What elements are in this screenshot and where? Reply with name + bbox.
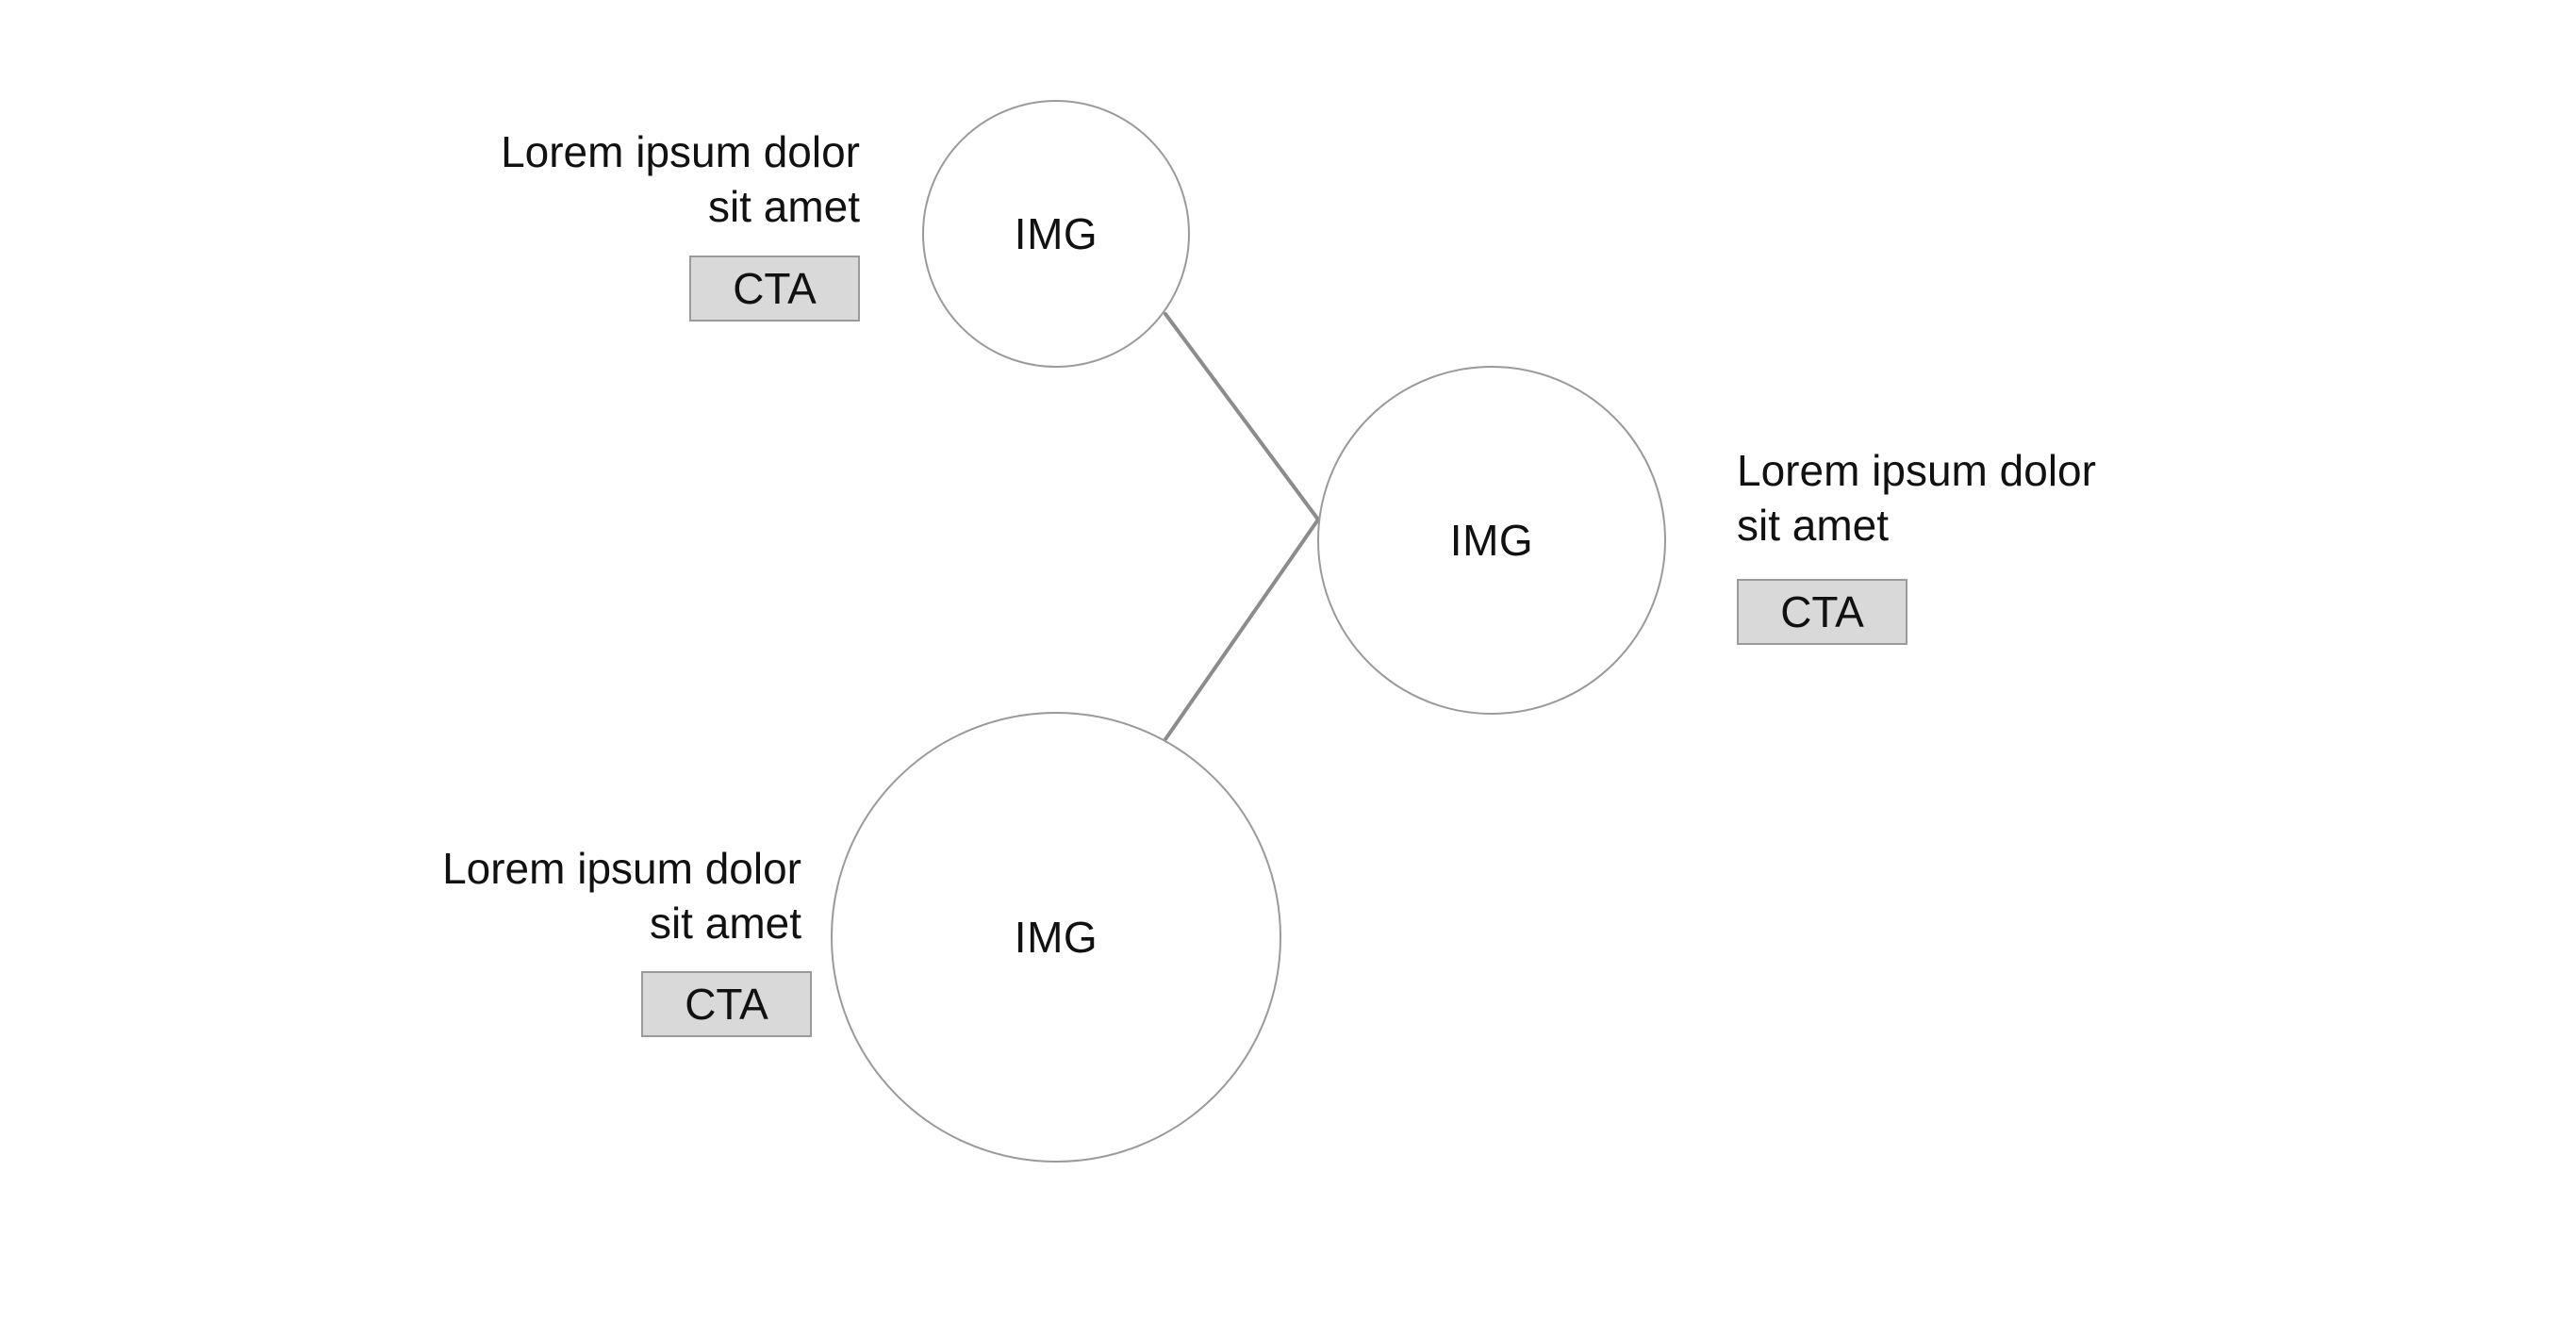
node-top-text-line2: sit amet: [707, 182, 860, 231]
node-right-text: Lorem ipsum dolor sit amet: [1737, 443, 2265, 553]
node-top-text: Lorem ipsum dolor sit amet: [377, 124, 860, 234]
node-bottom-image-placeholder: IMG: [831, 712, 1281, 1163]
node-bottom-text-line1: Lorem ipsum dolor: [442, 844, 801, 893]
node-right-text-line2: sit amet: [1737, 501, 1890, 550]
node-right-image-placeholder: IMG: [1317, 366, 1666, 715]
node-bottom-text: Lorem ipsum dolor sit amet: [321, 841, 801, 950]
node-bottom-text-line2: sit amet: [649, 899, 801, 948]
node-bottom-cta-button[interactable]: CTA: [641, 971, 812, 1037]
node-bottom-image-label: IMG: [1014, 913, 1098, 962]
node-top-image-placeholder: IMG: [922, 100, 1190, 368]
node-right-text-line1: Lorem ipsum dolor: [1737, 446, 2096, 495]
connector-bottom-to-hub: [1164, 518, 1320, 741]
node-top-cta-button[interactable]: CTA: [689, 256, 860, 322]
node-top-text-line1: Lorem ipsum dolor: [501, 127, 860, 176]
connector-top-to-hub: [1164, 312, 1320, 521]
node-right-cta-button[interactable]: CTA: [1737, 579, 1907, 645]
node-top-image-label: IMG: [1014, 209, 1098, 258]
node-right-image-label: IMG: [1449, 516, 1534, 565]
